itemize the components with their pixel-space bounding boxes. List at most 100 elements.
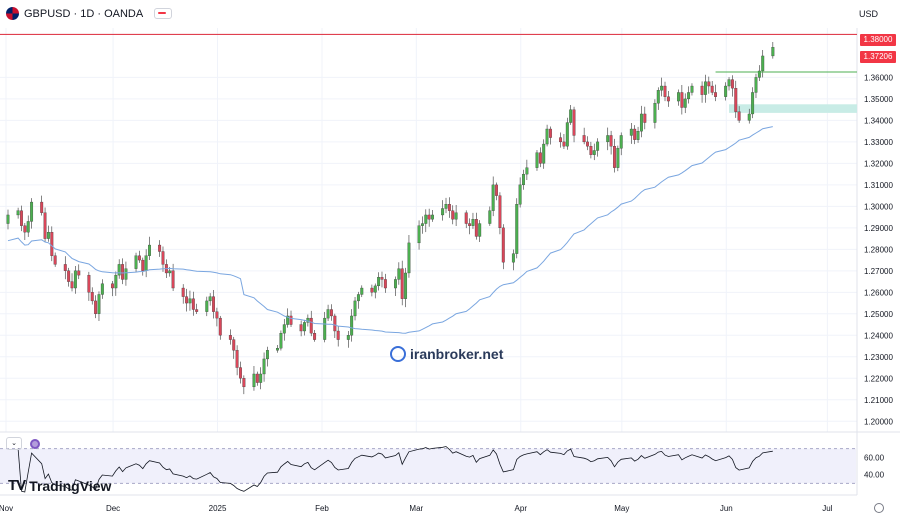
candle-body xyxy=(606,135,610,143)
candle-body xyxy=(100,283,104,295)
candle-body xyxy=(380,277,384,280)
candle-body xyxy=(188,298,192,304)
candle-body xyxy=(377,277,381,287)
y-tick-label: 1.28000 xyxy=(864,245,893,254)
candle-body xyxy=(690,85,694,93)
candle-body xyxy=(619,135,623,149)
candle-body xyxy=(30,201,34,222)
watermark-text: iranbroker.net xyxy=(410,346,504,362)
resistance-price-tag: 1.38000 xyxy=(860,34,896,46)
candle-body xyxy=(282,324,286,334)
candle-body xyxy=(228,335,232,340)
candle-body xyxy=(495,184,498,196)
candle-body xyxy=(677,92,680,102)
candle-body xyxy=(666,96,670,102)
x-tick-label: May xyxy=(614,504,629,513)
candle-body xyxy=(141,259,145,271)
candle-body xyxy=(420,223,424,226)
candle-body xyxy=(306,317,310,323)
x-tick-label: Dec xyxy=(106,504,120,513)
y-tick-label: 1.22000 xyxy=(864,374,893,383)
rsi-tick-label: 60.00 xyxy=(864,453,885,462)
candle-body xyxy=(424,214,428,224)
candle-body xyxy=(336,330,340,340)
candle-body xyxy=(356,294,360,302)
candle-body xyxy=(545,128,549,145)
candle-body xyxy=(501,227,505,263)
rsi-band xyxy=(0,448,856,484)
rsi-line xyxy=(17,446,773,493)
y-tick-label: 1.36000 xyxy=(864,73,893,82)
candle-body xyxy=(454,212,458,220)
candle-body xyxy=(50,231,54,256)
x-tick-label: Jul xyxy=(822,504,832,513)
candle-body xyxy=(303,322,306,332)
candle-body xyxy=(67,270,71,282)
candle-body xyxy=(346,335,350,340)
settings-gear-icon[interactable] xyxy=(874,503,884,513)
candle-body xyxy=(373,285,377,293)
candle-body xyxy=(94,300,98,314)
candle-body xyxy=(441,208,445,216)
candle-body xyxy=(168,270,172,274)
candle-body xyxy=(43,212,47,239)
candle-body xyxy=(427,214,431,220)
candle-body xyxy=(511,253,515,263)
candle-body xyxy=(636,130,640,140)
candle-body xyxy=(215,311,219,319)
candle-body xyxy=(110,283,114,289)
candle-body xyxy=(158,244,162,252)
candle-body xyxy=(656,90,660,104)
candle-body xyxy=(144,255,148,271)
candle-body xyxy=(114,274,118,289)
candle-body xyxy=(431,214,434,220)
candle-body xyxy=(134,255,138,269)
candle-body xyxy=(218,317,222,336)
candle-body xyxy=(586,141,589,147)
candle-body xyxy=(771,47,775,57)
candle-body xyxy=(737,111,741,121)
candle-body xyxy=(212,296,215,312)
candle-body xyxy=(417,225,421,244)
candle-body xyxy=(525,167,529,175)
x-tick-label: Apr xyxy=(515,504,528,513)
candle-body xyxy=(700,85,704,95)
collapse-toggle-icon[interactable] xyxy=(154,8,173,19)
candle-body xyxy=(53,255,57,265)
y-tick-label: 1.26000 xyxy=(864,288,893,297)
candle-body xyxy=(464,212,468,224)
candle-body xyxy=(353,300,357,317)
tradingview-brand[interactable]: TV TradingView xyxy=(8,477,111,494)
candle-body xyxy=(330,309,333,317)
candle-body xyxy=(444,204,448,209)
y-tick-label: 1.29000 xyxy=(864,224,893,233)
candle-body xyxy=(542,143,546,164)
candle-body xyxy=(569,109,573,123)
candle-body xyxy=(751,92,755,115)
candle-body xyxy=(451,210,455,220)
symbol-label: GBPUSD · 1D · OANDA xyxy=(24,7,144,20)
currency-label[interactable]: USD xyxy=(858,9,878,19)
candle-body xyxy=(46,231,50,239)
symbol-info[interactable]: GBPUSD · 1D · OANDA xyxy=(6,7,173,20)
chevron-down-icon[interactable]: ⌄ xyxy=(6,437,22,450)
y-tick-label: 1.20000 xyxy=(864,417,893,426)
y-tick-label: 1.34000 xyxy=(864,116,893,125)
y-tick-label: 1.21000 xyxy=(864,396,893,405)
indicator-icon[interactable] xyxy=(30,438,40,449)
support-zone xyxy=(729,104,857,113)
candle-body xyxy=(242,378,246,388)
watermark: iranbroker.net xyxy=(390,346,503,362)
x-tick-label: Feb xyxy=(315,504,329,513)
candle-body xyxy=(232,339,236,351)
candle-body xyxy=(299,324,303,332)
candle-body xyxy=(582,135,586,143)
candle-body xyxy=(687,92,691,100)
tradingview-name: TradingView xyxy=(29,477,112,494)
candle-body xyxy=(360,287,364,295)
candle-body xyxy=(252,373,256,388)
candle-body xyxy=(572,109,576,136)
candle-body xyxy=(616,148,620,168)
candle-body xyxy=(161,251,165,265)
